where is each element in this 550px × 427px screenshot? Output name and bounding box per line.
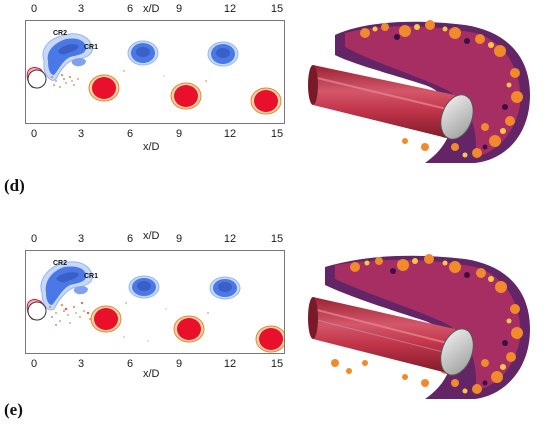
- tick-top-0: 0: [30, 3, 38, 15]
- tick-bottom-12: 12: [223, 358, 237, 370]
- tick-bottom-6: 6: [126, 358, 134, 370]
- tick-top-6: 6: [126, 233, 134, 245]
- tick-bottom-15: 15: [270, 358, 284, 370]
- tick-top-3: 3: [77, 233, 85, 245]
- vorticity-contours-d: CR2 CR1: [26, 30, 282, 115]
- tick-bottom-0: 0: [30, 128, 38, 140]
- axis-label-bottom: x/D: [143, 141, 160, 153]
- annotation-cr1: CR1: [84, 273, 98, 280]
- tick-bottom-12: 12: [223, 128, 237, 140]
- panel-label-d: (d): [4, 176, 25, 195]
- tick-top-12: 12: [223, 3, 237, 15]
- contour-plot-e: CR2 CR1: [25, 250, 285, 354]
- tick-top-12: 12: [223, 233, 237, 245]
- panel-label-e: (e): [4, 400, 23, 419]
- axis-label-top: x/D: [143, 3, 160, 15]
- tick-bottom-15: 15: [270, 128, 284, 140]
- tick-top-9: 9: [175, 3, 183, 15]
- panel-d: 0 3 6 9 12 15 x/D: [0, 0, 550, 213]
- tick-bottom-6: 6: [126, 128, 134, 140]
- tick-bottom-9: 9: [175, 358, 183, 370]
- annotation-cr2: CR2: [53, 260, 67, 267]
- tick-top-15: 15: [270, 233, 284, 245]
- tick-top-9: 9: [175, 233, 183, 245]
- tick-top-0: 0: [30, 233, 38, 245]
- axis-label-top: x/D: [143, 230, 160, 242]
- tick-top-3: 3: [77, 3, 85, 15]
- tick-bottom-9: 9: [175, 128, 183, 140]
- tick-top-6: 6: [126, 3, 134, 15]
- tick-top-15: 15: [270, 3, 284, 15]
- cylinder-wake-render-e: [308, 254, 530, 399]
- cylinder-wake-render-d: [308, 20, 530, 163]
- axis-label-bottom: x/D: [143, 368, 160, 380]
- tick-bottom-3: 3: [77, 128, 85, 140]
- annotation-cr2: CR2: [53, 30, 67, 37]
- panel-e: 0 3 6 9 12 15 x/D: [0, 213, 550, 426]
- annotation-cr1: CR1: [84, 44, 98, 51]
- vorticity-contours-e: CR2 CR1: [26, 260, 284, 353]
- contour-plot-d: CR2 CR1: [25, 20, 285, 124]
- tick-bottom-3: 3: [77, 358, 85, 370]
- tick-bottom-0: 0: [30, 358, 38, 370]
